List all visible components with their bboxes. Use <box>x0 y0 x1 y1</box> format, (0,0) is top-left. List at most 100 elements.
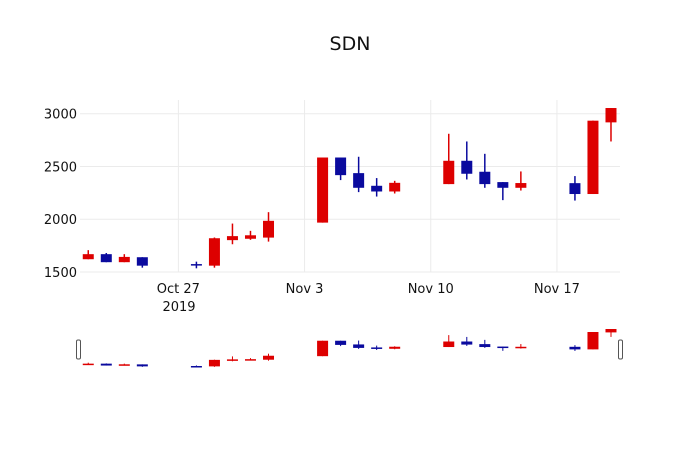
slider-candle <box>353 340 365 349</box>
candle-body <box>605 108 617 123</box>
candle-body <box>587 120 599 195</box>
slider-candle-body <box>569 346 581 350</box>
slider-candle-body <box>461 341 473 345</box>
x-axis: Oct 27 Nov 3 Nov 10 Nov 17 <box>157 282 580 297</box>
candle <box>497 182 509 201</box>
candle <box>226 223 238 245</box>
slider-candle <box>461 336 473 346</box>
candle-body <box>335 157 347 176</box>
candle-body <box>190 264 202 266</box>
slider-candle-body <box>587 332 599 350</box>
candle <box>461 141 473 180</box>
candle-body <box>263 220 275 238</box>
candle-body <box>226 236 238 241</box>
slider-candle <box>515 344 527 349</box>
candles <box>82 108 617 269</box>
range-slider[interactable] <box>76 329 623 368</box>
candle <box>479 153 491 188</box>
x-tick-label: Nov 3 <box>286 282 324 297</box>
slider-candle <box>263 353 275 361</box>
slider-candle-body <box>515 346 527 349</box>
slider-candle-body <box>317 340 329 357</box>
range-slider-left-handle[interactable] <box>76 339 81 360</box>
slider-candle <box>82 362 94 366</box>
candle <box>82 250 94 260</box>
candle-body <box>479 171 491 185</box>
candle-body <box>389 182 401 192</box>
candle <box>569 176 581 201</box>
slider-candle-body <box>479 344 491 348</box>
slider-candle-body <box>118 364 130 366</box>
slider-candle-body <box>82 363 94 366</box>
slider-candle-body <box>263 355 275 360</box>
candle <box>371 178 383 197</box>
slider-candle-body <box>208 359 220 367</box>
candle-body <box>461 160 473 174</box>
y-tick-label: 1500 <box>44 266 77 281</box>
grid <box>80 100 620 273</box>
slider-candle <box>317 340 329 357</box>
candle-body <box>118 256 130 263</box>
slider-candle <box>443 335 455 348</box>
slider-candle-body <box>353 344 365 348</box>
slider-candle <box>497 346 509 351</box>
candle-body <box>371 185 383 192</box>
candle-body <box>515 183 527 188</box>
slider-candle-body <box>371 347 383 349</box>
range-slider-right-handle[interactable] <box>618 339 623 360</box>
slider-candle-body <box>190 365 202 368</box>
candle-body <box>569 183 581 195</box>
slider-candle-body <box>389 346 401 349</box>
slider-candle-body <box>497 346 509 349</box>
candle <box>136 257 148 268</box>
slider-candle-body <box>335 340 347 345</box>
candle <box>263 212 275 242</box>
slider-candle <box>136 364 148 367</box>
slider-candle-body <box>443 341 455 348</box>
candle-body <box>317 157 329 223</box>
x-tick-label: Nov 17 <box>534 282 580 297</box>
candle <box>335 157 347 181</box>
y-tick-label: 2000 <box>44 213 77 228</box>
candle-body <box>136 257 148 266</box>
candle-body <box>100 254 112 263</box>
candle <box>353 156 365 193</box>
slider-candle <box>569 345 581 351</box>
candle <box>190 261 202 269</box>
slider-candle <box>100 363 112 366</box>
slider-candle-body <box>136 364 148 367</box>
slider-candle <box>371 345 383 350</box>
slider-candle-body <box>605 329 617 333</box>
slider-candle <box>118 363 130 366</box>
y-tick-label: 2500 <box>44 160 77 175</box>
slider-candle <box>208 359 220 367</box>
slider-candle-body <box>226 359 238 361</box>
x-year-label: 2019 <box>162 300 195 315</box>
slider-candle <box>479 339 491 348</box>
y-axis: 1500 2000 2500 3000 <box>44 108 77 281</box>
slider-candle-body <box>244 359 256 361</box>
x-tick-label: Oct 27 <box>157 282 200 297</box>
candle <box>515 171 527 191</box>
candle <box>208 237 220 268</box>
candle-body <box>443 160 455 185</box>
candle <box>587 120 599 195</box>
slider-candle <box>190 365 202 368</box>
slider-candle <box>226 356 238 362</box>
slider-candle-body <box>100 363 112 366</box>
candle-body <box>244 235 256 239</box>
candle <box>100 253 112 263</box>
candle <box>118 254 130 263</box>
y-tick-label: 3000 <box>44 108 77 123</box>
slider-candle <box>389 346 401 350</box>
candle-body <box>497 182 509 188</box>
slider-candle <box>587 332 599 350</box>
candle <box>605 108 617 142</box>
x-tick-label: Nov 10 <box>408 282 454 297</box>
candle-body <box>208 238 220 266</box>
candle <box>244 230 256 240</box>
candle-body <box>82 254 94 260</box>
candle <box>443 133 455 185</box>
chart-title: SDN <box>330 33 371 55</box>
